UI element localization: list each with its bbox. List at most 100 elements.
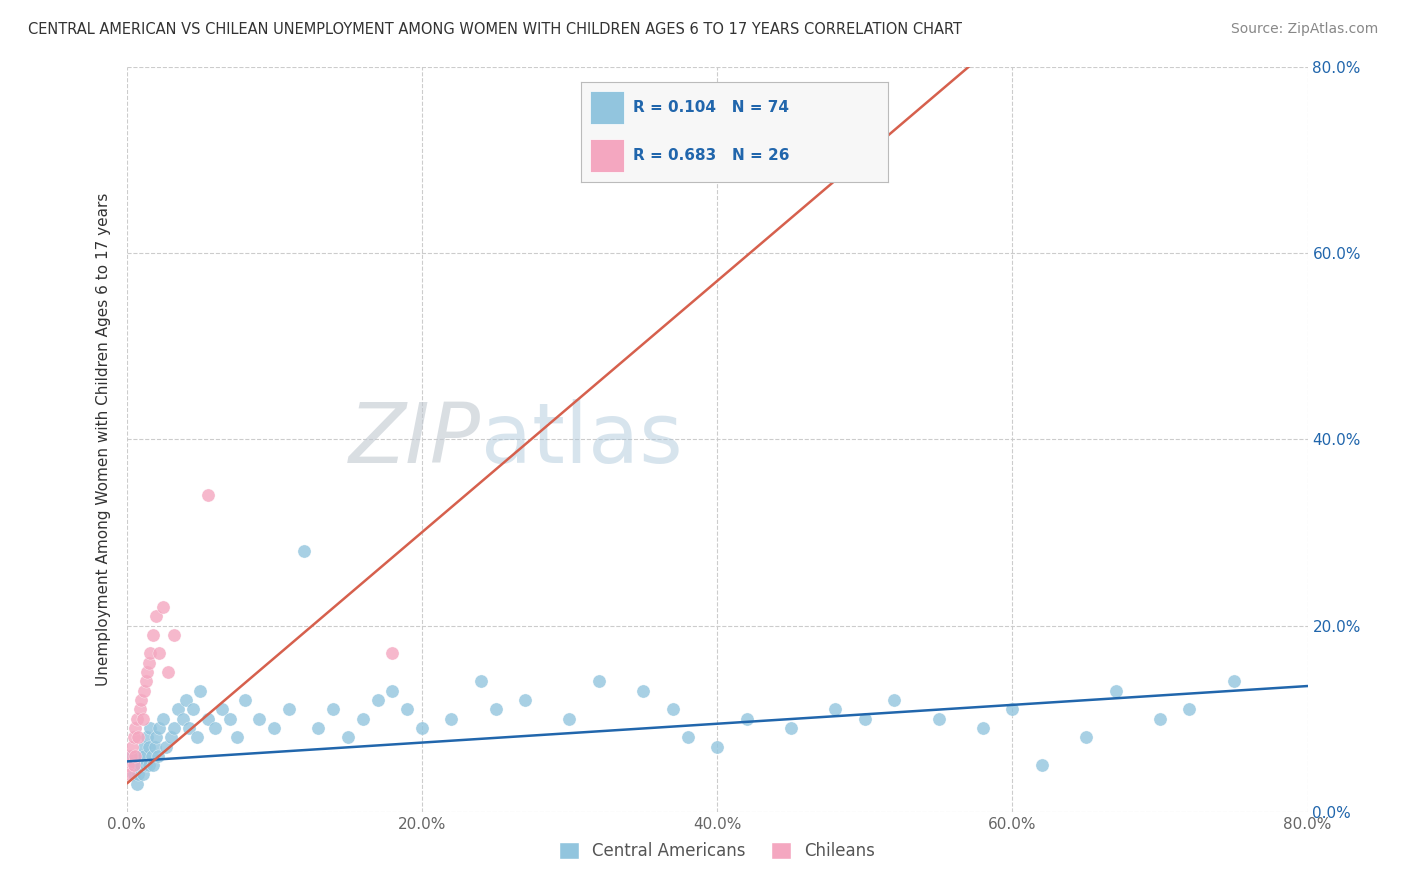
Point [142,758,165,772]
Point [219,712,242,726]
Point [263,721,285,735]
Point [633,683,655,698]
Point [1001,702,1024,716]
Point [148,721,170,735]
Point [662,702,685,716]
Point [118,767,141,781]
Point [440,712,463,726]
Point [204,721,226,735]
Point [122,730,145,744]
Point [152,712,174,726]
Point [127,730,149,744]
Point [735,712,758,726]
Point [117,758,139,772]
Point [124,758,146,772]
Point [853,712,876,726]
Point [125,777,148,791]
Point [124,721,146,735]
Point [125,712,148,726]
Point [141,748,163,763]
Point [233,693,256,707]
Point [143,739,166,754]
Point [396,702,419,716]
Point [134,748,156,763]
Point [139,721,162,735]
Point [136,665,159,679]
Point [226,730,249,744]
Point [128,702,150,716]
Point [676,730,699,744]
Text: atlas: atlas [481,399,682,480]
Point [177,721,200,735]
Point [132,712,155,726]
Point [127,767,149,781]
Point [122,758,145,772]
Point [132,767,155,781]
Point [706,739,728,754]
Point [142,628,165,642]
Point [211,702,233,716]
Point [352,712,374,726]
Point [515,693,537,707]
Point [148,647,170,661]
Point [167,702,190,716]
Point [122,767,145,781]
Point [129,693,153,707]
Point [249,712,271,726]
Point [188,683,212,698]
Point [381,647,404,661]
Point [120,748,142,763]
Point [121,739,143,754]
Point [197,488,219,502]
Point [152,599,174,614]
Point [824,702,846,716]
Point [172,712,194,726]
Point [181,702,204,716]
Point [780,721,803,735]
Point [174,693,197,707]
Point [484,702,508,716]
Point [558,712,581,726]
Point [156,665,179,679]
Point [136,730,159,744]
Point [1178,702,1201,716]
Y-axis label: Unemployment Among Women with Children Ages 6 to 17 years: Unemployment Among Women with Children A… [96,193,111,686]
Point [928,712,950,726]
Point [138,739,160,754]
Point [155,739,177,754]
Point [972,721,994,735]
Point [128,748,150,763]
Point [1076,730,1098,744]
Point [120,748,142,763]
Point [278,702,301,716]
Point [588,674,610,689]
Point [337,730,360,744]
Point [308,721,330,735]
Point [292,544,315,558]
Point [322,702,344,716]
Point [883,693,905,707]
Point [1031,758,1053,772]
Point [134,683,156,698]
Point [1149,712,1171,726]
Point [1105,683,1128,698]
Point [135,758,157,772]
Point [470,674,492,689]
Point [129,758,153,772]
Point [138,758,160,772]
Point [134,739,156,754]
Legend: Central Americans, Chileans: Central Americans, Chileans [553,835,882,867]
Text: ZIP: ZIP [349,399,481,480]
Point [163,628,186,642]
Point [138,656,160,670]
Point [197,712,219,726]
Point [160,730,183,744]
Point [367,693,389,707]
Point [145,730,167,744]
Text: Source: ZipAtlas.com: Source: ZipAtlas.com [1230,22,1378,37]
Point [145,609,167,624]
Text: CENTRAL AMERICAN VS CHILEAN UNEMPLOYMENT AMONG WOMEN WITH CHILDREN AGES 6 TO 17 : CENTRAL AMERICAN VS CHILEAN UNEMPLOYMENT… [28,22,962,37]
Point [163,721,186,735]
Point [411,721,433,735]
Point [186,730,208,744]
